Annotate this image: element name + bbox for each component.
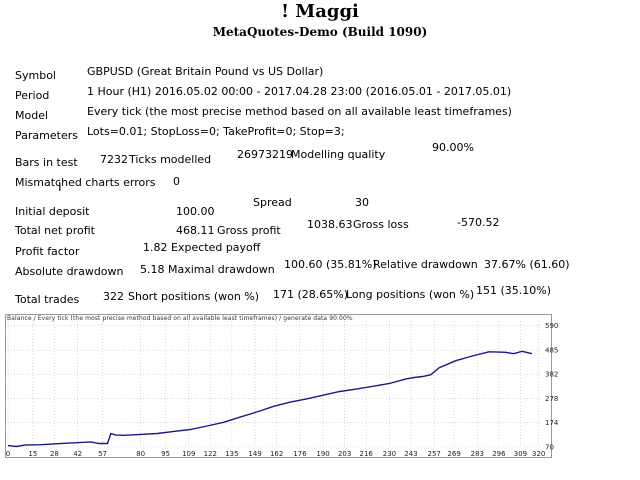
x-tick-label: 162: [270, 450, 283, 458]
net-profit-value: 468.11: [176, 224, 215, 237]
x-tick-label: 122: [204, 450, 217, 458]
gross-profit-value: 1038.63: [307, 218, 353, 231]
y-tick-label: 382: [545, 371, 558, 379]
x-tick-label: 57: [98, 450, 107, 458]
mismatched-value: 0: [173, 175, 180, 188]
y-tick-label: 278: [545, 395, 558, 403]
gross-loss-label: Gross loss: [353, 218, 409, 231]
short-positions-value: 171 (28.65%): [273, 288, 349, 301]
x-tick-label: 320: [532, 450, 545, 458]
bars-value: 7232: [100, 153, 128, 166]
model-value: Every tick (the most precise method base…: [87, 105, 512, 118]
gross-loss-value: -570.52: [457, 216, 500, 229]
y-tick-label: 485: [545, 347, 558, 355]
long-positions-value: 151 (35.10%): [476, 284, 552, 297]
symbol-label: Symbol: [15, 69, 56, 82]
absolute-drawdown-value: 5.18: [140, 263, 165, 276]
period-value: 1 Hour (H1) 2016.05.02 00:00 - 2017.04.2…: [87, 85, 512, 98]
relative-drawdown-value: 37.67% (61.60): [484, 258, 570, 271]
x-tick-label: 283: [471, 450, 484, 458]
initial-deposit-value: 100.00: [176, 205, 215, 218]
chart-header: Balance / Every tick (the most precise m…: [7, 315, 353, 322]
long-positions-label: Long positions (won %): [346, 288, 475, 301]
x-tick-label: 269: [447, 450, 460, 458]
short-positions-label: Short positions (won %): [128, 290, 260, 303]
spread-value: 30: [355, 196, 369, 209]
initial-deposit-label: Initial deposit: [15, 205, 90, 218]
profit-factor-value: 1.82: [143, 241, 168, 254]
total-trades-value: 322: [103, 290, 124, 303]
x-tick-label: 95: [161, 450, 170, 458]
total-trades-label: Total trades: [15, 293, 80, 306]
model-label: Model: [15, 109, 49, 122]
x-tick-label: 149: [248, 450, 261, 458]
period-label: Period: [15, 89, 50, 102]
y-tick-label: 590: [545, 322, 558, 330]
x-tick-label: 230: [383, 450, 396, 458]
x-tick-label: 135: [225, 450, 238, 458]
y-tick-label: 174: [545, 419, 559, 427]
net-profit-label: Total net profit: [15, 224, 95, 237]
balance-chart: Balance / Every tick (the most precise m…: [5, 314, 559, 458]
server-subtitle: MetaQuotes-Demo (Build 1090): [212, 25, 428, 39]
x-tick-label: 309: [514, 450, 527, 458]
text-cursor-icon: I: [58, 180, 62, 194]
maximal-drawdown-value: 100.60 (35.81%): [284, 258, 377, 271]
mismatched-label: Mismatched charts errors: [15, 176, 156, 189]
x-tick-label: 296: [492, 450, 506, 458]
x-tick-label: 203: [338, 450, 351, 458]
x-tick-label: 15: [28, 450, 37, 458]
gross-profit-label: Gross profit: [217, 224, 281, 237]
maximal-drawdown-label: Maximal drawdown: [168, 263, 275, 276]
symbol-value: GBPUSD (Great Britain Pound vs US Dollar…: [87, 65, 324, 78]
absolute-drawdown-label: Absolute drawdown: [15, 265, 124, 278]
balance-chart-svg: 70 174 278 382 485 590 0 15 28 42 57 80 95 109 122 135 1…: [6, 321, 559, 458]
balance-series-line: [7, 350, 533, 448]
x-tick-label: 216: [360, 450, 374, 458]
expected-payoff-label: Expected payoff: [171, 241, 261, 254]
bars-label: Bars in test: [15, 156, 78, 169]
y-tick-label: 70: [545, 444, 554, 452]
x-tick-label: 257: [428, 450, 441, 458]
spread-label: Spread: [253, 196, 292, 209]
x-tick-label: 243: [404, 450, 417, 458]
profit-factor-label: Profit factor: [15, 245, 80, 258]
quality-label: Modelling quality: [291, 148, 386, 161]
parameters-value: Lots=0.01; StopLoss=0; TakeProfit=0; Sto…: [87, 125, 345, 138]
x-tick-label: 80: [136, 450, 145, 458]
quality-value: 90.00%: [432, 141, 474, 154]
page-title: ! Maggi: [281, 1, 359, 22]
x-tick-label: 42: [73, 450, 82, 458]
x-tick-label: 176: [293, 450, 307, 458]
ticks-value: 26973219: [237, 148, 293, 161]
parameters-label: Parameters: [15, 129, 78, 142]
x-tick-label: 109: [182, 450, 195, 458]
relative-drawdown-label: Relative drawdown: [373, 258, 478, 271]
x-tick-label: 190: [316, 450, 329, 458]
ticks-label: Ticks modelled: [129, 153, 212, 166]
x-tick-label: 0: [6, 450, 10, 458]
x-tick-label: 28: [50, 450, 59, 458]
